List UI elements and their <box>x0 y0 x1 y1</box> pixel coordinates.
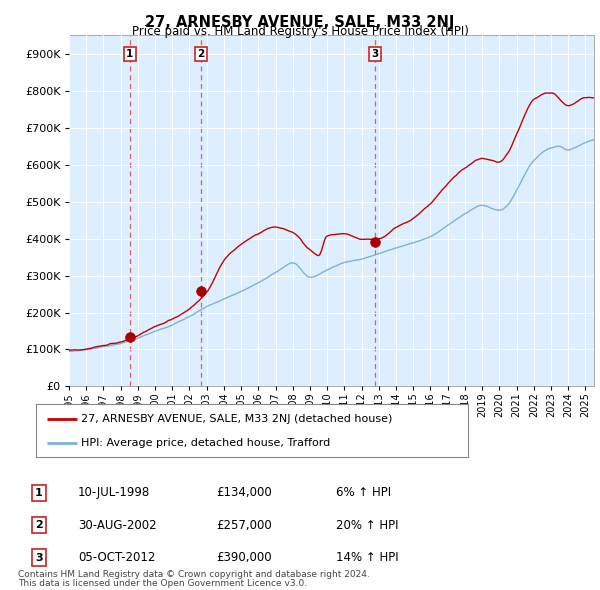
Text: HPI: Average price, detached house, Trafford: HPI: Average price, detached house, Traf… <box>82 438 331 448</box>
Text: 27, ARNESBY AVENUE, SALE, M33 2NJ (detached house): 27, ARNESBY AVENUE, SALE, M33 2NJ (detac… <box>82 414 393 424</box>
Text: Price paid vs. HM Land Registry's House Price Index (HPI): Price paid vs. HM Land Registry's House … <box>131 25 469 38</box>
Text: 3: 3 <box>35 553 43 562</box>
Text: 6% ↑ HPI: 6% ↑ HPI <box>336 486 391 499</box>
Text: 27, ARNESBY AVENUE, SALE, M33 2NJ: 27, ARNESBY AVENUE, SALE, M33 2NJ <box>145 15 455 30</box>
Text: This data is licensed under the Open Government Licence v3.0.: This data is licensed under the Open Gov… <box>18 579 307 588</box>
Text: 20% ↑ HPI: 20% ↑ HPI <box>336 519 398 532</box>
Text: 14% ↑ HPI: 14% ↑ HPI <box>336 551 398 564</box>
Text: 2: 2 <box>197 49 205 59</box>
Text: 1: 1 <box>35 488 43 497</box>
Text: 30-AUG-2002: 30-AUG-2002 <box>78 519 157 532</box>
Text: £390,000: £390,000 <box>216 551 272 564</box>
Text: 10-JUL-1998: 10-JUL-1998 <box>78 486 150 499</box>
Text: £134,000: £134,000 <box>216 486 272 499</box>
Text: £257,000: £257,000 <box>216 519 272 532</box>
Text: Contains HM Land Registry data © Crown copyright and database right 2024.: Contains HM Land Registry data © Crown c… <box>18 571 370 579</box>
Text: 2: 2 <box>35 520 43 530</box>
Text: 1: 1 <box>126 49 133 59</box>
Text: 05-OCT-2012: 05-OCT-2012 <box>78 551 155 564</box>
Text: 3: 3 <box>371 49 379 59</box>
